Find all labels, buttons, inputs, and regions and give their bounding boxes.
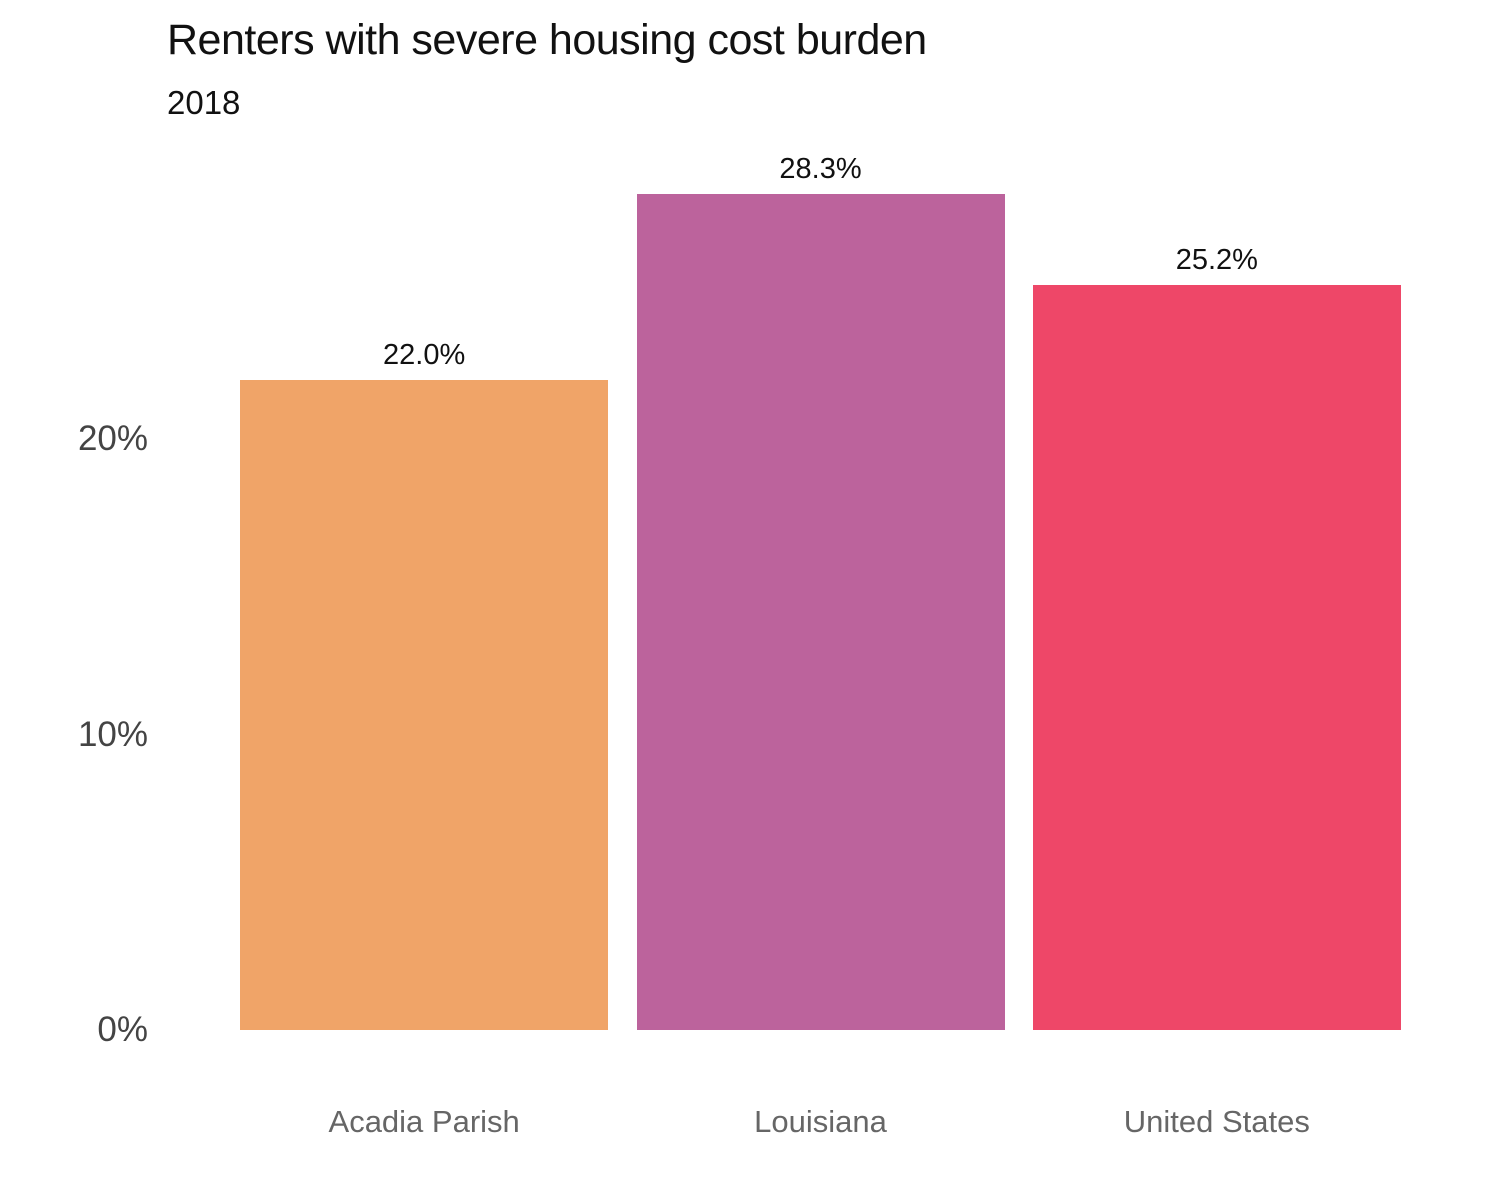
x-category-label-louisiana: Louisiana — [754, 1104, 887, 1139]
x-category-label-united-states: United States — [1123, 1104, 1310, 1139]
y-tick-label: 20% — [77, 419, 148, 458]
bar-value-label: 22.0% — [383, 338, 466, 371]
chart-subtitle: 2018 — [167, 84, 241, 121]
bar-united-states[interactable] — [1032, 285, 1401, 1030]
bar-acadia-parish[interactable] — [240, 379, 609, 1030]
bar-value-label: 28.3% — [779, 152, 862, 185]
x-category-label-acadia-parish: Acadia Parish — [328, 1104, 520, 1139]
y-tick-label: 10% — [77, 714, 148, 754]
chart-title: Renters with severe housing cost burden — [167, 16, 927, 64]
bar-louisiana[interactable] — [636, 193, 1005, 1030]
bar-value-label: 25.2% — [1175, 244, 1258, 277]
y-tick-label: 0% — [97, 1010, 148, 1049]
